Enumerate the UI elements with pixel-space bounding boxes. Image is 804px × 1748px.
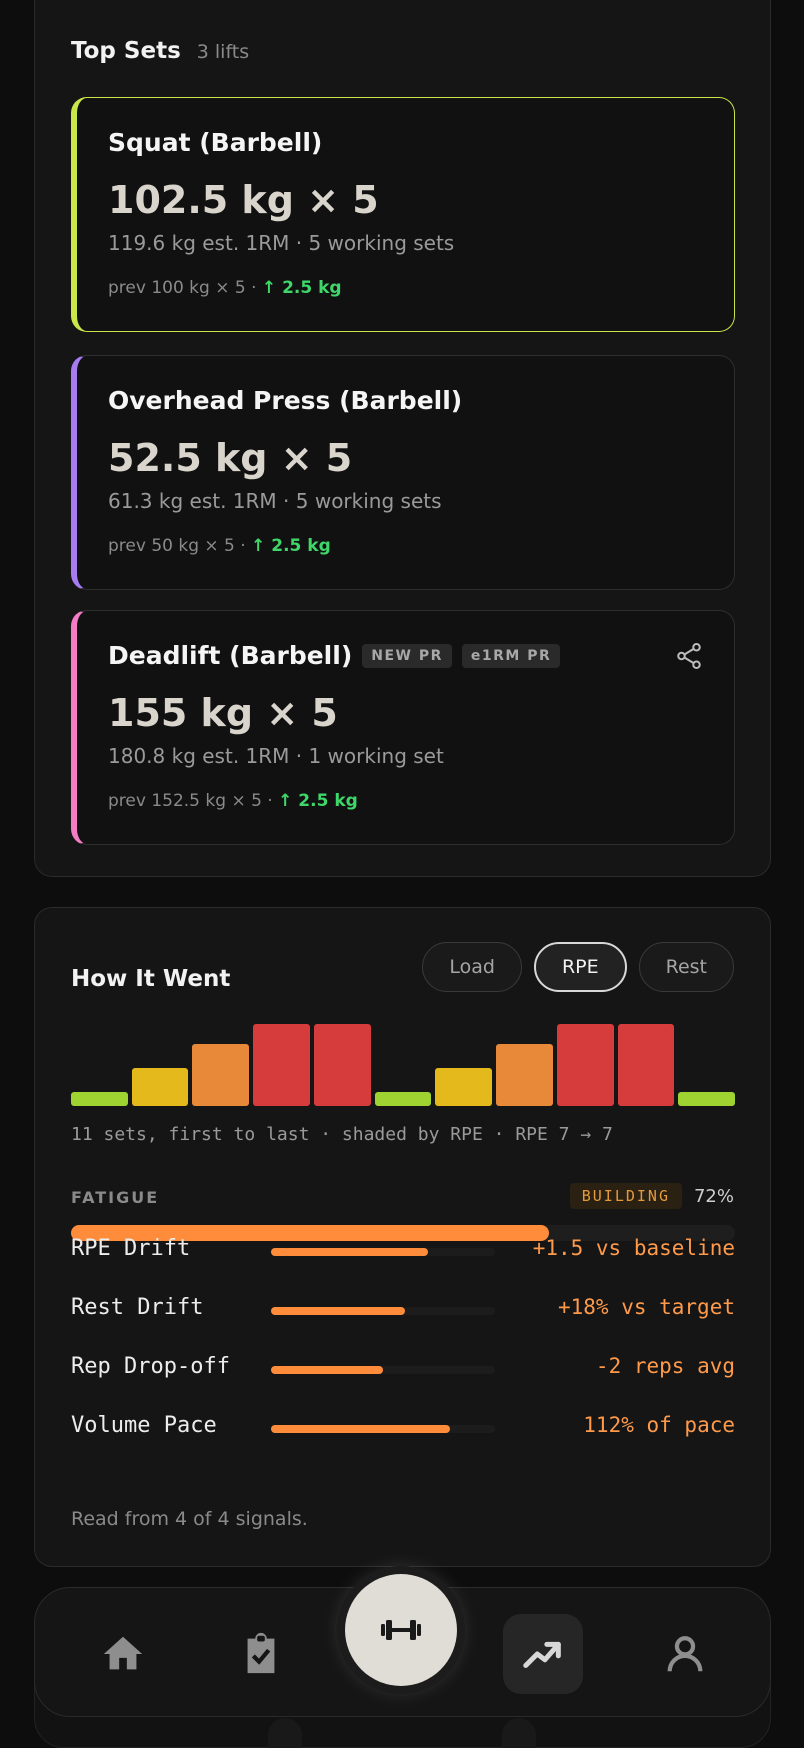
set-bar-4 [253, 1024, 310, 1106]
signal-name: RPE Drift [71, 1236, 191, 1261]
signal-volume-pace: Volume Pace 112% of pace [71, 1409, 735, 1445]
nav-workouts[interactable] [221, 1614, 301, 1694]
fatigue-progress-fill [71, 1225, 550, 1241]
signal-rest-drift: Rest Drift +18% vs target [71, 1291, 735, 1327]
how-it-went-card: How It Went Load RPE Rest 11 sets, first… [34, 907, 771, 1567]
signal-value: 112% of pace [583, 1413, 735, 1437]
set-bar-7 [435, 1068, 493, 1106]
clipboard-check-icon [247, 1632, 275, 1674]
lift-gain: ↑ 2.5 kg [261, 278, 342, 298]
lift-est-1rm: 61.3 kg est. 1RM · 5 working sets [108, 489, 442, 513]
top-sets-title: Top Sets [71, 38, 181, 64]
fatigue-percent: 72% [693, 1186, 734, 1207]
lift-name: Overhead Press (Barbell) [108, 386, 463, 415]
how-it-went-title: How It Went [71, 966, 231, 992]
top-sets-header: Top Sets 3 lifts [71, 38, 249, 64]
e1rm-pr-badge: e1RM PR [461, 643, 561, 668]
lift-top-set: 102.5 kg × 5 [108, 178, 379, 222]
nav-edge-tab [502, 1718, 536, 1748]
signal-value: +18% vs target [557, 1295, 735, 1319]
set-bar-5 [313, 1024, 371, 1106]
start-workout-button[interactable] [345, 1574, 457, 1686]
set-bar-6 [374, 1092, 432, 1106]
signal-bar-fill [271, 1307, 406, 1315]
set-bar-1 [71, 1092, 128, 1106]
set-bar-10 [617, 1024, 675, 1106]
lift-est-1rm: 119.6 kg est. 1RM · 5 working sets [108, 231, 455, 255]
lift-previous: prev 50 kg × 5 · ↑ 2.5 kg [108, 536, 331, 556]
top-sets-count: 3 lifts [196, 41, 250, 63]
lift-top-set: 52.5 kg × 5 [108, 436, 353, 480]
signal-rpe-drift: RPE Drift +1.5 vs baseline [71, 1232, 735, 1268]
fatigue-status-badge: BUILDING [569, 1183, 682, 1209]
lift-previous: prev 152.5 kg × 5 · ↑ 2.5 kg [108, 791, 358, 811]
set-bar-11 [678, 1092, 735, 1106]
signal-bar [271, 1307, 495, 1315]
nav-profile[interactable] [645, 1614, 725, 1694]
dumbbell-icon [381, 1620, 421, 1640]
signal-bar-fill [271, 1366, 383, 1374]
new-pr-badge: NEW PR [362, 643, 452, 668]
lift-card-deadlift[interactable]: Deadlift (Barbell) NEW PR e1RM PR 155 kg… [71, 610, 735, 845]
lift-gain: ↑ 2.5 kg [251, 536, 331, 556]
signal-value: -2 reps avg [595, 1354, 735, 1378]
lift-card-squat[interactable]: Squat (Barbell) 102.5 kg × 5 119.6 kg es… [71, 97, 735, 332]
profile-icon [667, 1636, 703, 1672]
signal-name: Rep Drop-off [71, 1354, 230, 1379]
fatigue-label: FATIGUE [71, 1188, 160, 1207]
signal-bar [271, 1366, 495, 1374]
nav-home[interactable] [83, 1614, 163, 1694]
nav-progress[interactable] [503, 1614, 583, 1694]
fatigue-progress-bar [71, 1225, 735, 1241]
lift-est-1rm: 180.8 kg est. 1RM · 1 working set [108, 744, 444, 768]
signal-name: Volume Pace [71, 1413, 217, 1438]
tab-load[interactable]: Load [422, 942, 522, 992]
set-bar-2 [131, 1068, 189, 1106]
signal-bar-fill [271, 1248, 428, 1256]
signal-rep-drop-off: Rep Drop-off -2 reps avg [71, 1350, 735, 1386]
nav-edge-tab [268, 1718, 302, 1748]
lift-name: Deadlift (Barbell) NEW PR e1RM PR [108, 641, 561, 670]
metric-toggle: Load RPE Rest [422, 942, 734, 992]
lift-previous: prev 100 kg × 5 · ↑ 2.5 kg [108, 278, 342, 298]
lift-top-set: 155 kg × 5 [108, 691, 338, 735]
signal-bar-fill [271, 1425, 451, 1433]
lift-card-overhead-press[interactable]: Overhead Press (Barbell) 52.5 kg × 5 61.… [71, 355, 735, 590]
lift-name: Squat (Barbell) [108, 128, 323, 157]
tab-rest[interactable]: Rest [638, 942, 734, 992]
tab-rpe[interactable]: RPE [533, 942, 627, 992]
share-icon[interactable] [674, 641, 704, 671]
trending-up-icon [523, 1641, 561, 1668]
set-bar-3 [192, 1044, 250, 1106]
lift-gain: ↑ 2.5 kg [278, 791, 358, 811]
top-sets-card: Top Sets 3 lifts Squat (Barbell) 102.5 k… [34, 0, 771, 877]
bars-caption: 11 sets, first to last · shaded by RPE ·… [71, 1124, 613, 1145]
set-rpe-bars [71, 1014, 735, 1106]
signal-bar [271, 1425, 495, 1433]
signals-note: Read from 4 of 4 signals. [71, 1508, 308, 1530]
set-bar-8 [496, 1044, 553, 1106]
signal-name: Rest Drift [71, 1295, 204, 1320]
signal-value: +1.5 vs baseline [532, 1236, 735, 1260]
set-bar-9 [556, 1024, 614, 1106]
signal-bar [271, 1248, 495, 1256]
home-icon [103, 1636, 143, 1670]
